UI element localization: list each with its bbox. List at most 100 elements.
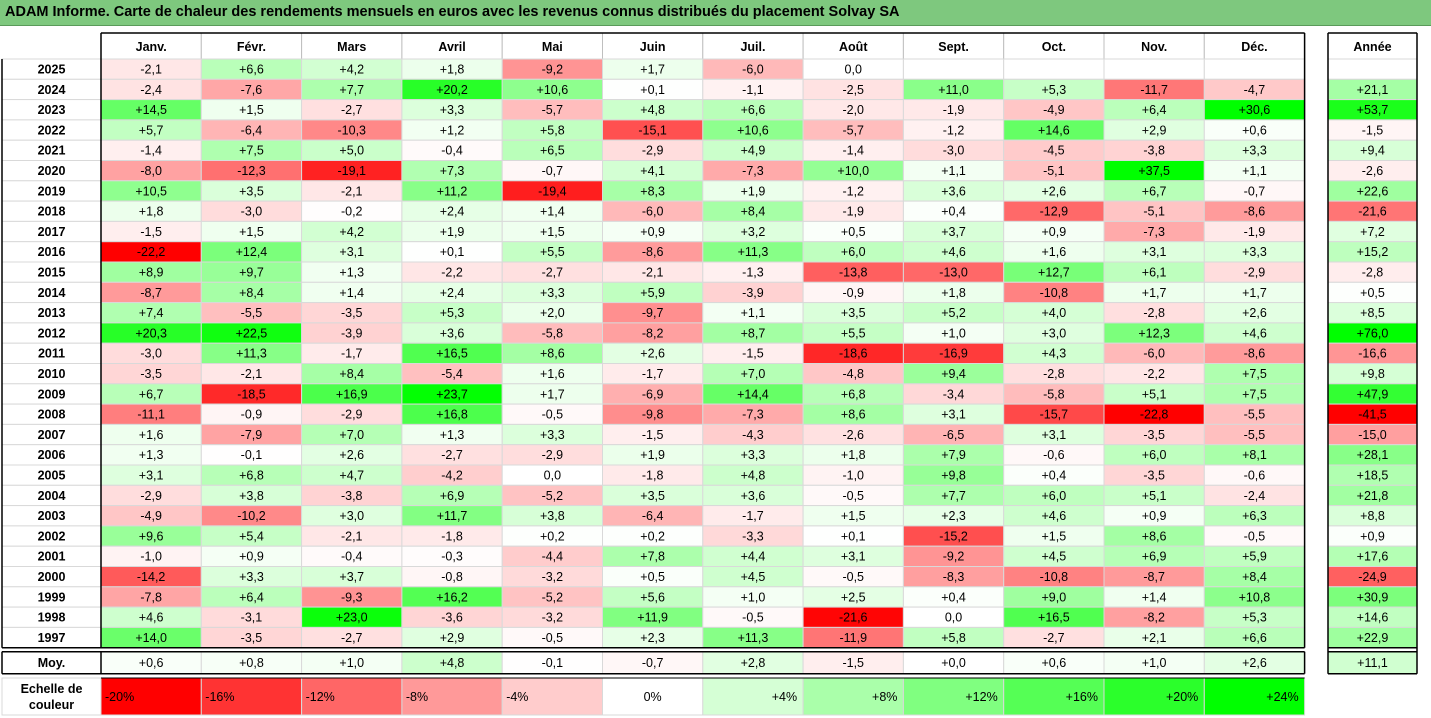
heatmap-cell-value: +1,9 xyxy=(440,225,465,239)
heatmap-cell-value: +7,9 xyxy=(941,448,966,462)
heatmap-cell-value: -6,9 xyxy=(642,387,664,401)
scale-stop-label: -20% xyxy=(105,690,134,704)
heatmap-cell-value: -2,9 xyxy=(341,408,363,422)
heatmap-cell-value: +14,5 xyxy=(135,103,167,117)
heatmap-cell-value: -1,0 xyxy=(140,550,162,564)
heatmap-cell-value: +16,5 xyxy=(1038,611,1070,625)
heatmap-cell-value: +3,1 xyxy=(1042,428,1067,442)
heatmap-cell-value: +11,3 xyxy=(738,245,769,259)
heatmap-cell-value: +0,4 xyxy=(941,590,966,604)
year-label: 2015 xyxy=(38,266,66,280)
heatmap-cell-value: +12,4 xyxy=(236,245,268,259)
heatmap-cell-value: +2,6 xyxy=(1242,306,1267,320)
heatmap-cell-value: +16,9 xyxy=(336,387,368,401)
heatmap-cell-value: +6,3 xyxy=(1242,509,1267,523)
heatmap-cell-value: -3,3 xyxy=(742,529,764,543)
heatmap-cell-value: -22,2 xyxy=(137,245,166,259)
heatmap-cell-value: -11,1 xyxy=(137,408,165,422)
heatmap-cell-value: -0,4 xyxy=(341,550,363,564)
heatmap-cell-value: -3,8 xyxy=(341,489,363,503)
heatmap-cell-value: -1,4 xyxy=(140,144,162,158)
month-header-label: Févr. xyxy=(237,40,266,54)
scale-stop-label: +8% xyxy=(872,690,897,704)
heatmap-cell-value: +4,8 xyxy=(640,103,665,117)
heatmap-cell-value: +9,0 xyxy=(1042,590,1067,604)
heatmap-cell-value: +1,7 xyxy=(1242,286,1267,300)
heatmap-cell-value: -7,8 xyxy=(140,590,162,604)
year-label: 2024 xyxy=(38,83,66,97)
heatmap-cell-value: -2,4 xyxy=(140,83,162,97)
heatmap-cell-value: -9,7 xyxy=(642,306,664,320)
heatmap-cell-value: -15,1 xyxy=(638,123,667,137)
heatmap-cell-value: +2,4 xyxy=(440,286,465,300)
heatmap-cell-value: -3,5 xyxy=(341,306,363,320)
heatmap-cell-value: -22,8 xyxy=(1140,408,1169,422)
heatmap-cell-value: +3,3 xyxy=(741,448,766,462)
year-label: 2023 xyxy=(38,103,66,117)
heatmap-cell-value: +11,9 xyxy=(637,611,668,625)
annual-cell-value: +21,8 xyxy=(1357,489,1389,503)
year-label: 2005 xyxy=(38,469,66,483)
year-label: 1997 xyxy=(38,631,66,645)
heatmap-cell-value: -3,8 xyxy=(1143,144,1165,158)
month-header-label: Mars xyxy=(337,40,366,54)
heatmap-cell-value: +5,8 xyxy=(941,631,966,645)
heatmap-cell-value: +1,5 xyxy=(1042,529,1067,543)
heatmap-cell-value: -2,6 xyxy=(842,428,864,442)
heatmap-cell-value: -6,5 xyxy=(943,428,965,442)
heatmap-cell-value: +8,4 xyxy=(339,367,364,381)
heatmap-cell-value: -11,9 xyxy=(839,631,867,645)
heatmap-cell-value: -6,4 xyxy=(642,509,664,523)
heatmap-cell-value: -0,5 xyxy=(1244,529,1266,543)
heatmap-cell-value: +1,7 xyxy=(540,387,565,401)
heatmap-cell-value: -5,1 xyxy=(1043,164,1065,178)
annual-cell-value: -1,5 xyxy=(1362,123,1384,137)
annual-cell-value: -2,8 xyxy=(1362,266,1384,280)
heatmap-cell-value: -1,5 xyxy=(642,428,664,442)
heatmap-cell-value: -13,0 xyxy=(939,266,968,280)
annual-cell-value: +22,9 xyxy=(1357,631,1389,645)
heatmap-cell-value: -8,2 xyxy=(642,326,664,340)
heatmap-cell-value: +7,5 xyxy=(1242,367,1267,381)
scale-swatch xyxy=(301,677,403,716)
heatmap-cell-value: -4,3 xyxy=(742,428,764,442)
heatmap-cell-value: -5,5 xyxy=(1244,428,1266,442)
heatmap-cell-value: +2,1 xyxy=(1142,631,1167,645)
heatmap-cell-value: -8,7 xyxy=(140,286,162,300)
heatmap-cell-value: +7,5 xyxy=(239,144,264,158)
heatmap-cell-value: +16,8 xyxy=(436,408,468,422)
heatmap-cell-value: -3,5 xyxy=(241,631,263,645)
heatmap-cell-value: -1,8 xyxy=(642,469,664,483)
year-label: 2009 xyxy=(38,387,66,401)
annual-header-label: Année xyxy=(1353,40,1391,54)
heatmap-cell-value: -5,8 xyxy=(542,326,564,340)
heatmap-cell-value: -1,3 xyxy=(742,266,764,280)
heatmap-cell-value: +4,1 xyxy=(640,164,665,178)
heatmap-cell-value: +1,1 xyxy=(741,306,766,320)
heatmap-cell-value: -6,4 xyxy=(241,123,263,137)
heatmap-cell-value: -1,5 xyxy=(742,347,764,361)
heatmap-cell-value: +0,1 xyxy=(640,83,665,97)
heatmap-cell-value: -3,0 xyxy=(241,205,263,219)
heatmap-cell-value: +20,3 xyxy=(135,326,167,340)
scale-stop-label: -8% xyxy=(406,690,428,704)
heatmap-cell-value: -8,3 xyxy=(943,570,965,584)
average-cell-value: +0,6 xyxy=(1042,656,1067,670)
year-label: 2002 xyxy=(38,529,66,543)
heatmap-cell-value: +3,3 xyxy=(1242,245,1267,259)
heatmap-cell-value: -8,6 xyxy=(1244,205,1266,219)
average-cell-value: +4,8 xyxy=(440,656,465,670)
annual-cell-value: +15,2 xyxy=(1357,245,1389,259)
heatmap-cell-value: +6,4 xyxy=(1142,103,1167,117)
heatmap-cell-value: +6,7 xyxy=(1142,184,1167,198)
heatmap-cell-value: -7,6 xyxy=(241,83,263,97)
heatmap-cell-value: -0,3 xyxy=(441,550,463,564)
heatmap-cell-value: +5,5 xyxy=(841,326,866,340)
scale-swatch xyxy=(702,677,804,716)
heatmap-cell-value: +4,6 xyxy=(139,611,164,625)
heatmap-cell-value: +0,9 xyxy=(1142,509,1167,523)
heatmap-cell-value: +8,1 xyxy=(1242,448,1267,462)
heatmap-cell-value: -16,9 xyxy=(939,347,968,361)
heatmap-cell-value: -5,8 xyxy=(1043,387,1065,401)
